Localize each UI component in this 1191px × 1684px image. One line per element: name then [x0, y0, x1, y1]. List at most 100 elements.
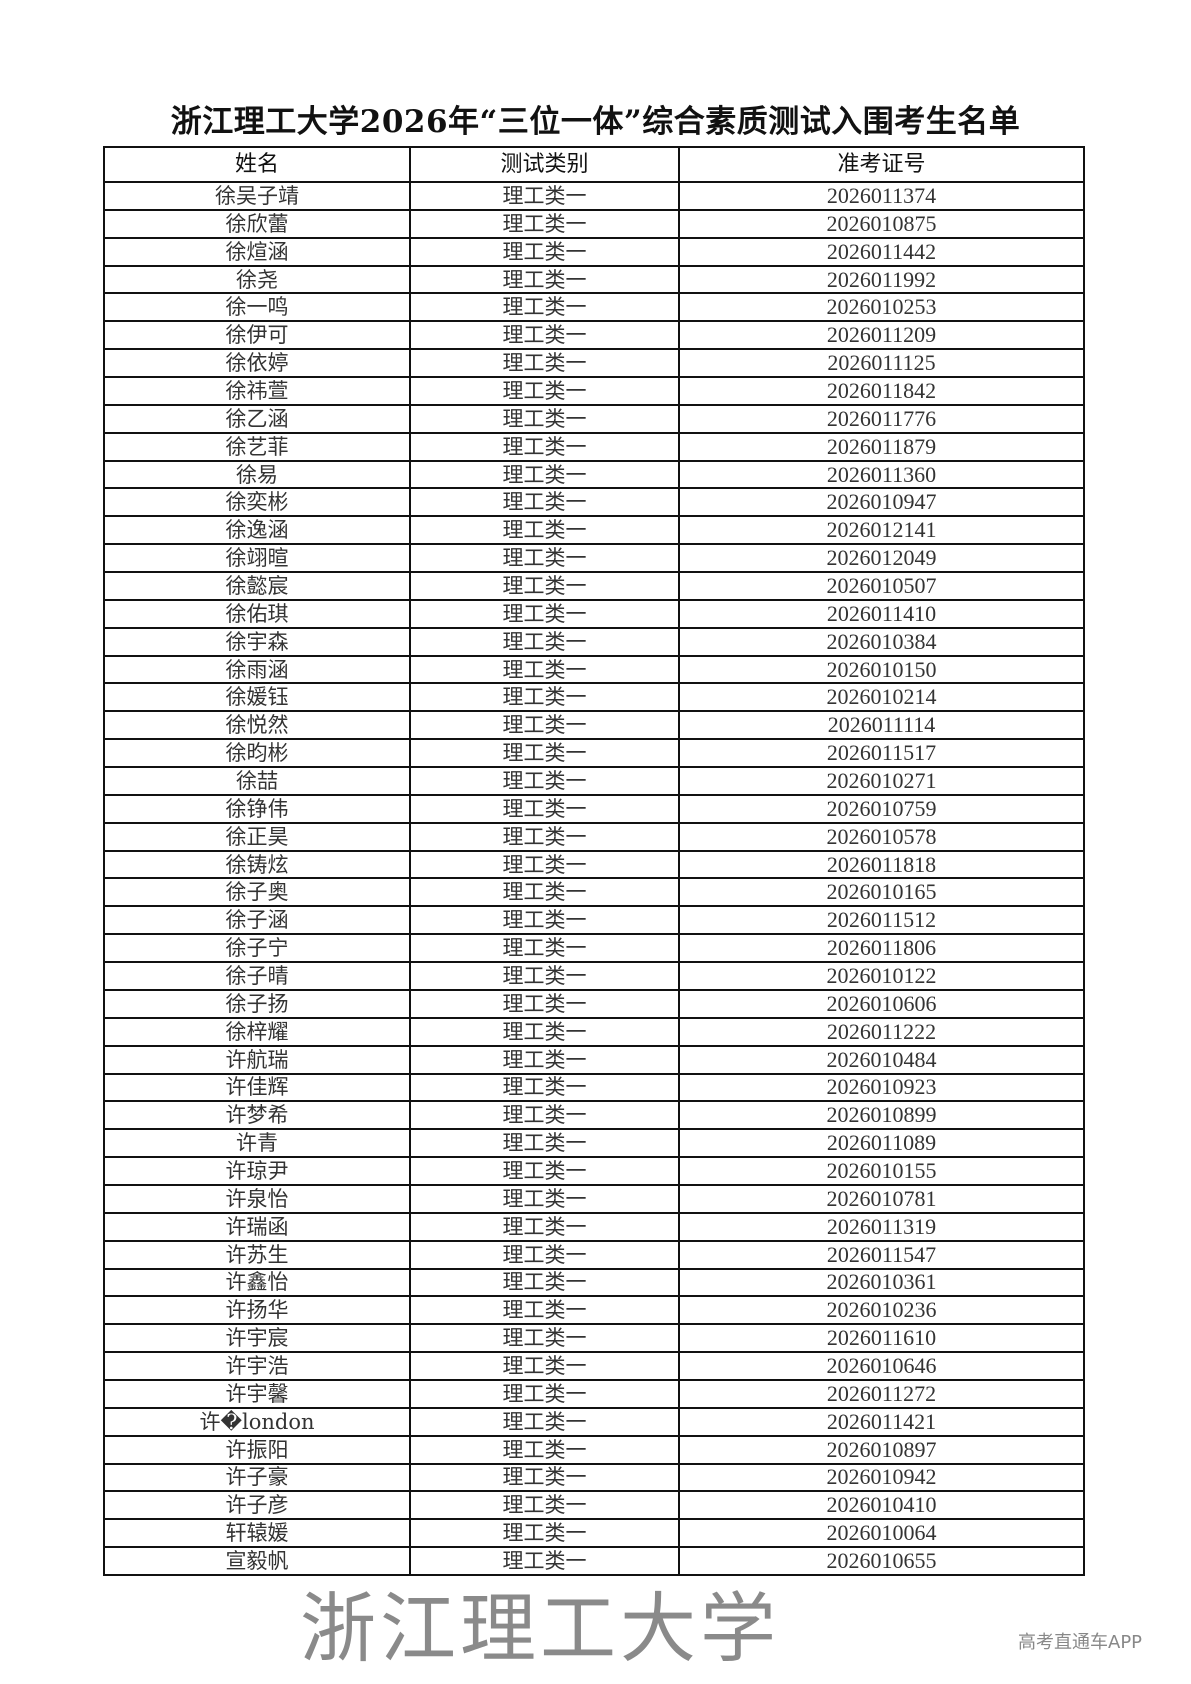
cell-category: 理工类一 — [409, 459, 680, 490]
cell-exam-id: 2026010899 — [678, 1100, 1085, 1131]
cell-category: 理工类一 — [409, 1267, 680, 1298]
cell-category: 理工类一 — [409, 682, 680, 713]
cell-category: 理工类一 — [409, 793, 680, 824]
cell-category: 理工类一 — [409, 1016, 680, 1047]
column-header-name: 姓名 — [103, 146, 411, 183]
cell-exam-id: 2026011089 — [678, 1128, 1085, 1159]
table-row: 徐子奥 理工类一 2026010165 — [103, 877, 1085, 908]
table-row: 徐煊涵 理工类一 2026011442 — [103, 236, 1085, 267]
cell-category: 理工类一 — [409, 905, 680, 936]
cell-name: 许佳辉 — [103, 1072, 411, 1103]
cell-exam-id: 2026011547 — [678, 1239, 1085, 1270]
cell-exam-id: 2026010578 — [678, 821, 1085, 852]
cell-name: 徐悦然 — [103, 710, 411, 741]
cell-category: 理工类一 — [409, 292, 680, 323]
cell-category: 理工类一 — [409, 1323, 680, 1354]
cell-exam-id: 2026010271 — [678, 766, 1085, 796]
cell-name: 徐梓耀 — [103, 1016, 411, 1047]
footer-watermark: 高考直通车APP — [1018, 1632, 1143, 1653]
cell-name: 徐祎萱 — [103, 376, 411, 406]
cell-category: 理工类一 — [409, 431, 680, 462]
cell-name: 许宇馨 — [103, 1378, 411, 1409]
cell-exam-id: 2026011319 — [678, 1211, 1085, 1242]
cell-name: 徐媛钰 — [103, 682, 411, 713]
cell-category: 理工类一 — [409, 1128, 680, 1159]
cell-exam-id: 2026011806 — [678, 933, 1085, 964]
table-row: 许佳辉 理工类一 2026010923 — [103, 1072, 1085, 1103]
cell-name: 徐艺菲 — [103, 431, 411, 462]
cell-exam-id: 2026010897 — [678, 1434, 1085, 1465]
column-header-exam-id: 准考证号 — [678, 146, 1085, 183]
table-row: 徐奕彬 理工类一 2026010947 — [103, 487, 1085, 518]
cell-category: 理工类一 — [409, 208, 680, 239]
table-row: 徐逸涵 理工类一 2026012141 — [103, 515, 1085, 546]
table-row: 徐昀彬 理工类一 2026011517 — [103, 738, 1085, 769]
table-row: 许宇馨 理工类一 2026011272 — [103, 1378, 1085, 1409]
cell-name: 徐尧 — [103, 264, 411, 295]
cell-name: 徐宇森 — [103, 626, 411, 657]
cell-category: 理工类一 — [409, 766, 680, 796]
cell-exam-id: 2026011442 — [678, 236, 1085, 267]
cell-category: 理工类一 — [409, 1100, 680, 1131]
cell-category: 理工类一 — [409, 181, 680, 211]
cell-exam-id: 2026010655 — [678, 1546, 1085, 1576]
cell-exam-id: 2026011842 — [678, 376, 1085, 406]
cell-exam-id: 2026010923 — [678, 1072, 1085, 1103]
cell-category: 理工类一 — [409, 1156, 680, 1186]
table-row: 徐欣蕾 理工类一 2026010875 — [103, 208, 1085, 239]
cell-exam-id: 2026010942 — [678, 1462, 1085, 1493]
cell-category: 理工类一 — [409, 1518, 680, 1549]
cell-name: 徐煊涵 — [103, 236, 411, 267]
cell-exam-id: 2026011517 — [678, 738, 1085, 769]
cell-name: 徐喆 — [103, 766, 411, 796]
cell-name: 徐正昊 — [103, 821, 411, 852]
table-row: 许梦希 理工类一 2026010899 — [103, 1100, 1085, 1131]
table-row: 许鑫怡 理工类一 2026010361 — [103, 1267, 1085, 1298]
cell-name: 许宇浩 — [103, 1351, 411, 1381]
cell-exam-id: 2026010165 — [678, 877, 1085, 908]
table-row: 徐子晴 理工类一 2026010122 — [103, 961, 1085, 991]
cell-name: 徐子奥 — [103, 877, 411, 908]
cell-name: 宣毅帆 — [103, 1546, 411, 1576]
cell-category: 理工类一 — [409, 1351, 680, 1381]
table-row: 徐懿宸 理工类一 2026010507 — [103, 571, 1085, 601]
cell-name: 徐伊可 — [103, 320, 411, 351]
cell-name: 徐子涵 — [103, 905, 411, 936]
table-row: 许振阳 理工类一 2026010897 — [103, 1434, 1085, 1465]
table-row: 徐吴子靖 理工类一 2026011374 — [103, 181, 1085, 211]
table-row: 许青 理工类一 2026011089 — [103, 1128, 1085, 1159]
cell-category: 理工类一 — [409, 1211, 680, 1242]
cell-category: 理工类一 — [409, 933, 680, 964]
cell-name: 徐铸炫 — [103, 849, 411, 880]
cell-category: 理工类一 — [409, 236, 680, 267]
table-row: 徐伊可 理工类一 2026011209 — [103, 320, 1085, 351]
table-row: 徐翊暄 理工类一 2026012049 — [103, 543, 1085, 574]
cell-name: 徐子扬 — [103, 988, 411, 1019]
cell-exam-id: 2026010646 — [678, 1351, 1085, 1381]
table-row: 徐子涵 理工类一 2026011512 — [103, 905, 1085, 936]
table-row: 许琼尹 理工类一 2026010155 — [103, 1156, 1085, 1186]
cell-exam-id: 2026010155 — [678, 1156, 1085, 1186]
cell-name: 许扬华 — [103, 1295, 411, 1326]
cell-category: 理工类一 — [409, 654, 680, 685]
table-row: 徐铮伟 理工类一 2026010759 — [103, 793, 1085, 824]
table-row: 许子彦 理工类一 2026010410 — [103, 1490, 1085, 1521]
cell-exam-id: 2026011114 — [678, 710, 1085, 741]
table-row: 徐乙涵 理工类一 2026011776 — [103, 403, 1085, 434]
cell-category: 理工类一 — [409, 320, 680, 351]
cell-category: 理工类一 — [409, 1072, 680, 1103]
cell-category: 理工类一 — [409, 1462, 680, 1493]
cell-exam-id: 2026011818 — [678, 849, 1085, 880]
cell-category: 理工类一 — [409, 626, 680, 657]
table-row: 徐喆 理工类一 2026010271 — [103, 766, 1085, 796]
cell-exam-id: 2026011209 — [678, 320, 1085, 351]
cell-exam-id: 2026010759 — [678, 793, 1085, 824]
table-row: 徐子宁 理工类一 2026011806 — [103, 933, 1085, 964]
cell-category: 理工类一 — [409, 849, 680, 880]
cell-exam-id: 2026011512 — [678, 905, 1085, 936]
cell-category: 理工类一 — [409, 738, 680, 769]
cell-name: 许子豪 — [103, 1462, 411, 1493]
table-row: 许扬华 理工类一 2026010236 — [103, 1295, 1085, 1326]
cell-name: 许泉怡 — [103, 1183, 411, 1214]
table-row: 徐依婷 理工类一 2026011125 — [103, 348, 1085, 379]
